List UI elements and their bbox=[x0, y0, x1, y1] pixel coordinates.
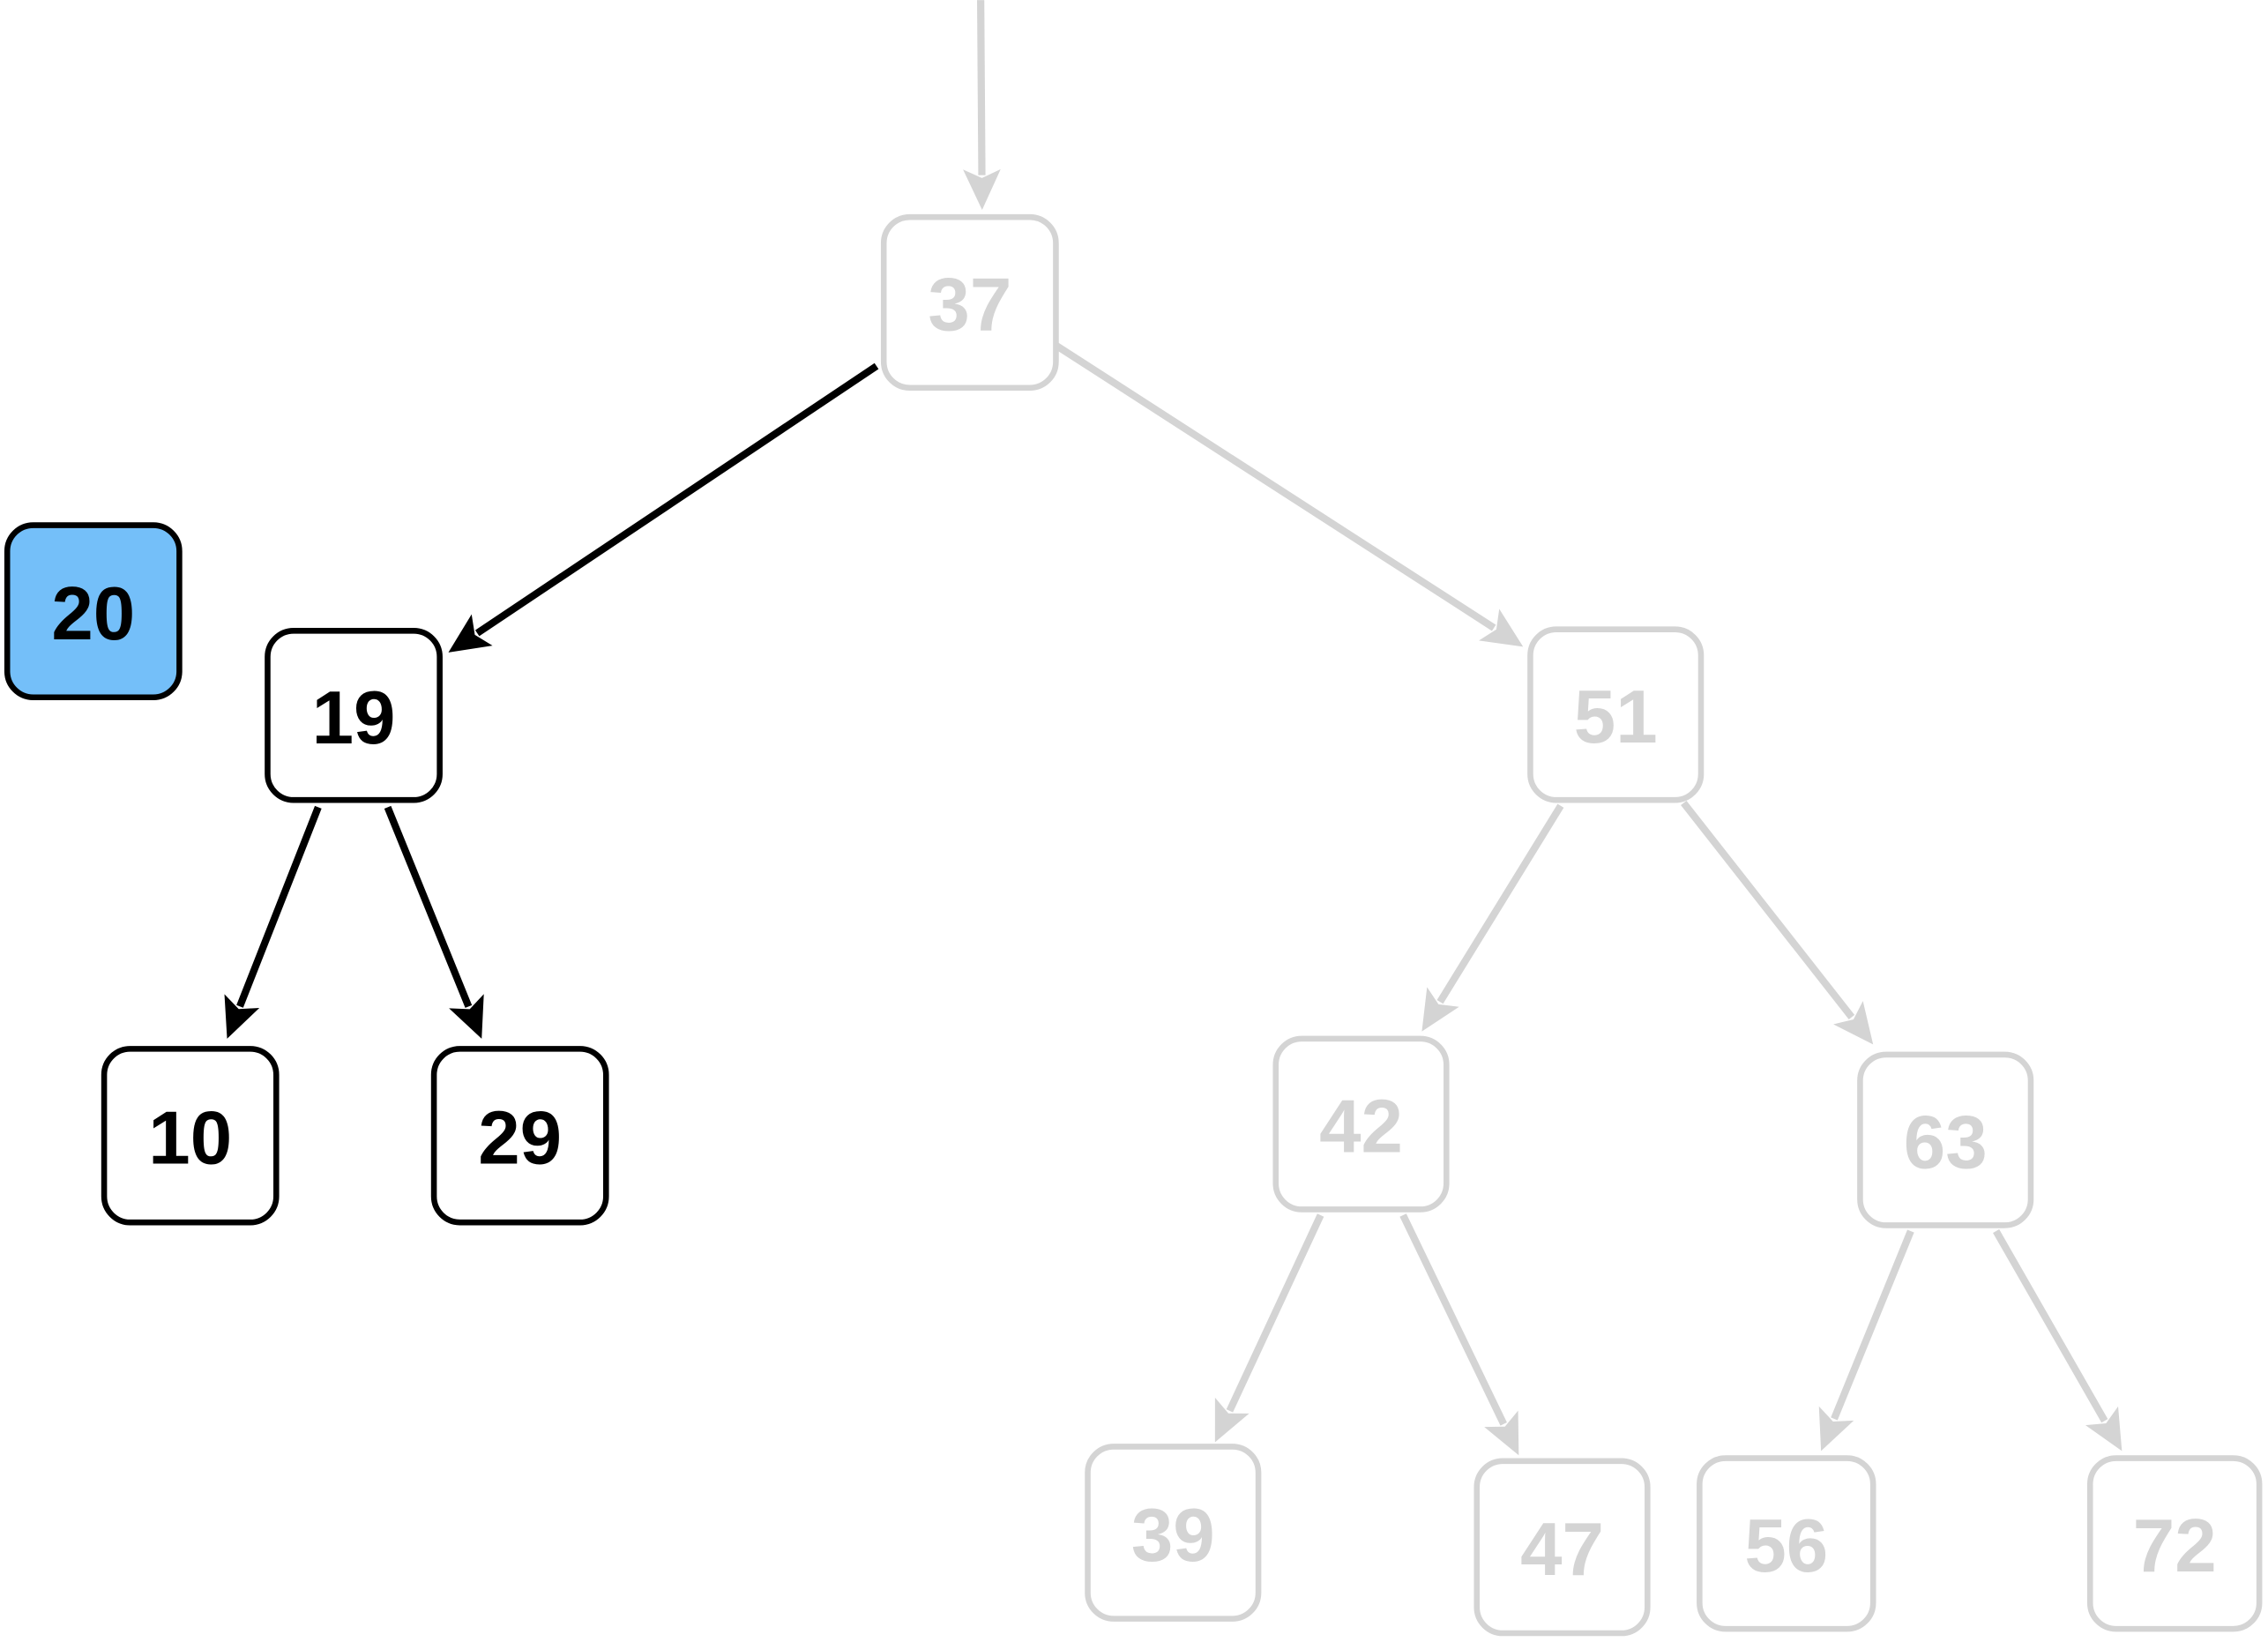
edges bbox=[224, 0, 2123, 1456]
tree-node-39: 39 bbox=[1085, 1444, 1262, 1622]
node-value: 42 bbox=[1319, 1085, 1403, 1168]
tree-node-19: 19 bbox=[265, 628, 443, 803]
node-box bbox=[1272, 1035, 1450, 1213]
arrowhead-icon bbox=[963, 168, 1001, 210]
node-box bbox=[1857, 1051, 2034, 1228]
edge-n42-n39 bbox=[1214, 1213, 1324, 1443]
tree-node-37: 37 bbox=[880, 213, 1059, 392]
edge-n19-n10 bbox=[224, 805, 322, 1039]
tree-node-20: 20 bbox=[4, 522, 183, 701]
arrowhead-icon bbox=[2085, 1406, 2123, 1452]
node-box bbox=[880, 213, 1059, 392]
node-value: 51 bbox=[1574, 675, 1658, 759]
edge-line bbox=[1831, 1229, 1914, 1421]
edge-line bbox=[1052, 341, 1496, 631]
tree-node-47: 47 bbox=[1473, 1458, 1651, 1637]
edge-n37-n51 bbox=[1052, 341, 1524, 647]
arrowhead-icon bbox=[449, 994, 484, 1039]
node-value: 56 bbox=[1744, 1504, 1828, 1588]
tree-node-42: 42 bbox=[1272, 1035, 1450, 1213]
node-box bbox=[1697, 1455, 1876, 1632]
edge-n37-n19 bbox=[448, 362, 879, 653]
edge-line bbox=[1226, 1213, 1324, 1413]
arrowhead-icon bbox=[448, 614, 493, 653]
edge-n19-n29 bbox=[384, 805, 484, 1039]
tree-node-10: 10 bbox=[101, 1046, 280, 1226]
node-value: 19 bbox=[312, 676, 396, 760]
node-value: 72 bbox=[2133, 1504, 2217, 1588]
arrowhead-icon bbox=[1421, 987, 1459, 1032]
arrowhead-icon bbox=[1818, 1406, 1854, 1452]
tree-node-51: 51 bbox=[1527, 626, 1705, 803]
arrowhead-icon bbox=[1833, 1001, 1874, 1045]
arrowhead-icon bbox=[1214, 1397, 1250, 1443]
edge-line bbox=[1399, 1213, 1507, 1426]
edge-n63-n56 bbox=[1818, 1229, 1914, 1452]
edge-line bbox=[1436, 803, 1564, 1004]
node-box bbox=[4, 522, 183, 701]
node-value: 63 bbox=[1904, 1101, 1988, 1184]
node-value: 20 bbox=[51, 572, 135, 656]
node-value: 29 bbox=[478, 1097, 562, 1181]
node-box bbox=[2086, 1455, 2263, 1632]
node-box bbox=[101, 1046, 280, 1226]
nodes: 37 19 51 10 29 42 63 39 47 56 72 20 bbox=[4, 213, 2263, 1637]
node-value: 47 bbox=[1520, 1508, 1604, 1592]
arrowhead-icon bbox=[1484, 1410, 1519, 1456]
edge-line bbox=[236, 805, 322, 1008]
node-box bbox=[430, 1046, 609, 1226]
node-value: 10 bbox=[148, 1097, 232, 1181]
tree-node-29: 29 bbox=[430, 1046, 609, 1226]
tree-node-72: 72 bbox=[2086, 1455, 2263, 1632]
tree-node-56: 56 bbox=[1697, 1455, 1876, 1632]
edge-n42-n47 bbox=[1399, 1213, 1519, 1456]
node-box bbox=[1473, 1458, 1651, 1637]
edge-line bbox=[474, 362, 879, 637]
tree-node-63: 63 bbox=[1857, 1051, 2034, 1228]
arrowhead-icon bbox=[224, 994, 260, 1039]
node-box bbox=[1085, 1444, 1262, 1622]
edge-n51-n42 bbox=[1421, 803, 1564, 1032]
edge-line bbox=[384, 805, 473, 1008]
edge-n51-n63 bbox=[1681, 800, 1874, 1045]
node-value: 37 bbox=[928, 264, 1011, 347]
node-value: 39 bbox=[1131, 1494, 1215, 1578]
edge-n63-n72 bbox=[1993, 1228, 2123, 1452]
edge-root-n37 bbox=[963, 0, 1001, 210]
node-box bbox=[265, 628, 443, 803]
node-box bbox=[1527, 626, 1705, 803]
edge-line bbox=[1681, 800, 1855, 1019]
arrowhead-icon bbox=[1479, 608, 1524, 647]
edge-line bbox=[1993, 1228, 2108, 1423]
